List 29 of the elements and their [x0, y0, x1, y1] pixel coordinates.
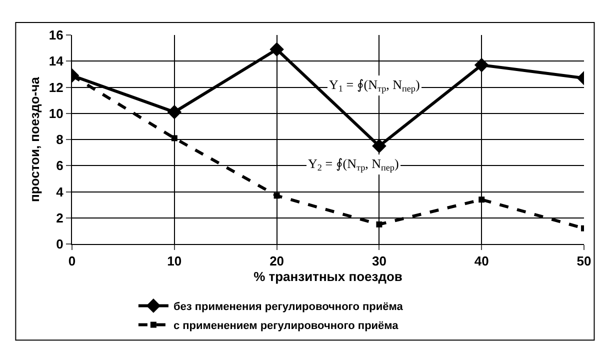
x-tick-label: 40: [474, 254, 489, 269]
point: [270, 42, 284, 57]
y-tick-label: 14: [48, 54, 64, 69]
x-tick-label: 50: [576, 254, 592, 269]
y-tick-label: 10: [48, 106, 64, 121]
point: [171, 135, 178, 142]
y-tick-label: 12: [48, 80, 64, 95]
annotation: Y$_{2}$ = ∮(N$_{тр}$, N$_{пер}$): [308, 156, 399, 173]
y-tick-label: 8: [56, 132, 64, 148]
y-axis-title: простои, поездо-ча: [26, 76, 42, 202]
x-tick-label: 10: [167, 254, 182, 269]
point: [474, 58, 489, 72]
y-tick-label: 6: [56, 158, 64, 174]
y-tick-label: 2: [56, 210, 64, 226]
x-axis-title: % транзитных поездов: [254, 269, 402, 284]
x-tick-label: 30: [372, 254, 386, 269]
y-tick-label: 16: [48, 28, 64, 43]
annotation: Y$_{1}$ = ∮(N$_{тр}$, N$_{пер}$): [329, 77, 420, 94]
legend-label: без применения регулировочного приёма: [173, 300, 404, 313]
point: [372, 138, 386, 154]
x-tick-label: 20: [270, 254, 284, 269]
point: [274, 192, 280, 199]
point: [167, 104, 182, 120]
y-tick-label: 4: [56, 184, 64, 200]
point: [478, 196, 485, 203]
x-tick-label: 0: [68, 254, 76, 269]
y-tick-label: 0: [56, 236, 64, 252]
legend-label: с применением регулировочного приёма: [173, 320, 400, 332]
point: [376, 221, 382, 228]
